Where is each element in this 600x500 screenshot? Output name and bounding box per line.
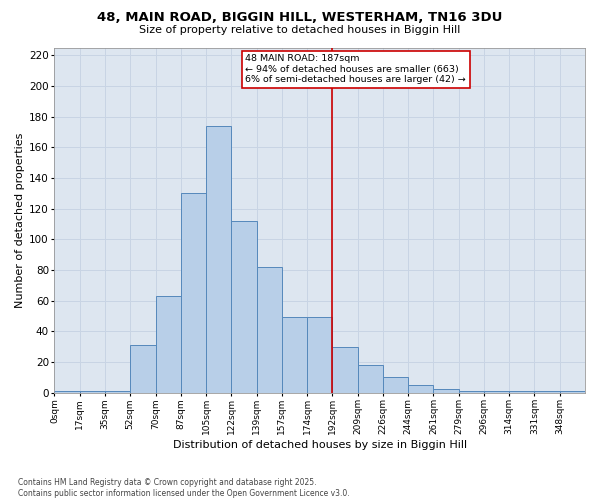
Bar: [130, 345, 155, 393]
Bar: [358, 365, 383, 392]
Text: Contains HM Land Registry data © Crown copyright and database right 2025.
Contai: Contains HM Land Registry data © Crown c…: [18, 478, 350, 498]
X-axis label: Distribution of detached houses by size in Biggin Hill: Distribution of detached houses by size …: [173, 440, 467, 450]
Bar: [55, 391, 80, 392]
Bar: [307, 318, 332, 392]
Text: Size of property relative to detached houses in Biggin Hill: Size of property relative to detached ho…: [139, 25, 461, 35]
Bar: [560, 391, 585, 392]
Bar: [484, 391, 509, 392]
Bar: [408, 385, 433, 392]
Text: 48, MAIN ROAD, BIGGIN HILL, WESTERHAM, TN16 3DU: 48, MAIN ROAD, BIGGIN HILL, WESTERHAM, T…: [97, 11, 503, 24]
Text: 48 MAIN ROAD: 187sqm
← 94% of detached houses are smaller (663)
6% of semi-detac: 48 MAIN ROAD: 187sqm ← 94% of detached h…: [245, 54, 466, 84]
Bar: [155, 296, 181, 392]
Bar: [257, 267, 282, 392]
Bar: [332, 346, 358, 393]
Bar: [206, 126, 232, 392]
Y-axis label: Number of detached properties: Number of detached properties: [15, 132, 25, 308]
Bar: [383, 377, 408, 392]
Bar: [282, 318, 307, 392]
Bar: [80, 391, 105, 392]
Bar: [433, 390, 458, 392]
Bar: [535, 391, 560, 392]
Bar: [458, 391, 484, 392]
Bar: [105, 391, 130, 392]
Bar: [181, 193, 206, 392]
Bar: [509, 391, 535, 392]
Bar: [232, 221, 257, 392]
